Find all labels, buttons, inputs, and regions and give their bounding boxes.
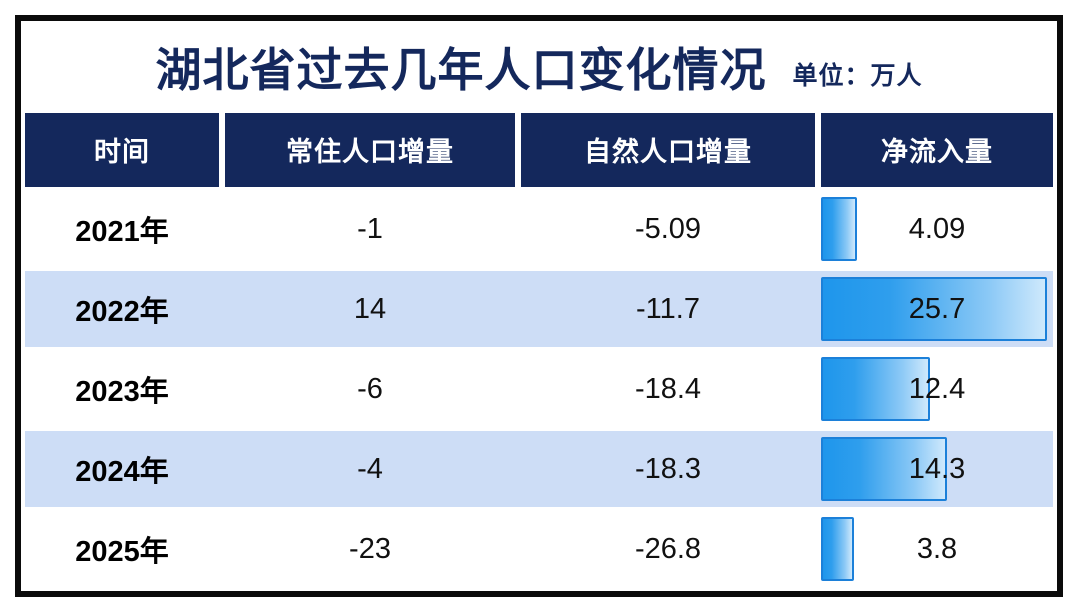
table-row-2021: 2021年 -1 -5.09 4.09 [25, 191, 1053, 267]
header-cell-time: 时间 [25, 112, 219, 187]
table-row-2023: 2023年 -6 -18.4 12.4 [25, 351, 1053, 427]
net-inflow-bar [821, 437, 947, 501]
natural-increase-value: -18.4 [634, 372, 702, 405]
net-inflow-value: 4.09 [908, 212, 966, 245]
resident-increase-value: -6 [357, 372, 383, 405]
year-cell: 2021年 [75, 216, 169, 248]
year-cell: 2024年 [75, 456, 169, 488]
net-inflow-value: 25.7 [908, 292, 966, 325]
resident-increase-value: 14 [353, 292, 387, 325]
table-row-2024: 2024年 -4 -18.3 14.3 [25, 431, 1053, 507]
table-header-row: 时间 常住人口增量 自然人口增量 净流入量 [25, 112, 1053, 187]
year-cell: 2023年 [75, 376, 169, 408]
header-cell-net-inflow: 净流入量 [821, 112, 1053, 187]
net-inflow-bar [821, 357, 930, 421]
net-inflow-cell: 4.09 [821, 191, 1053, 267]
table-row-2022: 2022年 14 -11.7 25.7 [25, 271, 1053, 347]
table-body: 2021年 -1 -5.09 4.09 2022年 14 -11.7 25.7 … [25, 191, 1053, 587]
net-inflow-bar [821, 277, 1047, 341]
net-inflow-value: 3.8 [916, 532, 958, 565]
net-inflow-value: 12.4 [908, 372, 966, 405]
card-content: 湖北省过去几年人口变化情况 单位：万人 时间 常住人口增量 自然人口增量 净流入… [21, 21, 1057, 591]
net-inflow-cell: 25.7 [821, 271, 1053, 347]
net-inflow-value: 14.3 [908, 452, 966, 485]
net-inflow-cell: 12.4 [821, 351, 1053, 427]
resident-increase-value: -1 [357, 212, 383, 245]
unit-label: 单位：万人 [792, 61, 923, 90]
net-inflow-cell: 14.3 [821, 431, 1053, 507]
header-cell-resident-increase: 常住人口增量 [225, 112, 515, 187]
natural-increase-value: -26.8 [634, 532, 702, 565]
natural-increase-value: -18.3 [634, 452, 702, 485]
infographic-card: 湖北省过去几年人口变化情况 单位：万人 时间 常住人口增量 自然人口增量 净流入… [15, 15, 1063, 597]
table-row-2025: 2025年 -23 -26.8 3.8 [25, 511, 1053, 587]
net-inflow-cell: 3.8 [821, 511, 1053, 587]
natural-increase-value: -11.7 [636, 292, 700, 325]
net-inflow-bar [821, 197, 857, 261]
year-cell: 2022年 [75, 296, 169, 328]
resident-increase-value: -4 [357, 452, 383, 485]
year-cell: 2025年 [75, 536, 169, 568]
natural-increase-value: -5.09 [634, 212, 702, 245]
header-cell-natural-increase: 自然人口增量 [521, 112, 815, 187]
net-inflow-bar [821, 517, 854, 581]
page-title: 湖北省过去几年人口变化情况 [155, 43, 767, 96]
title-band: 湖北省过去几年人口变化情况 单位：万人 [25, 21, 1053, 113]
resident-increase-value: -23 [349, 532, 391, 565]
